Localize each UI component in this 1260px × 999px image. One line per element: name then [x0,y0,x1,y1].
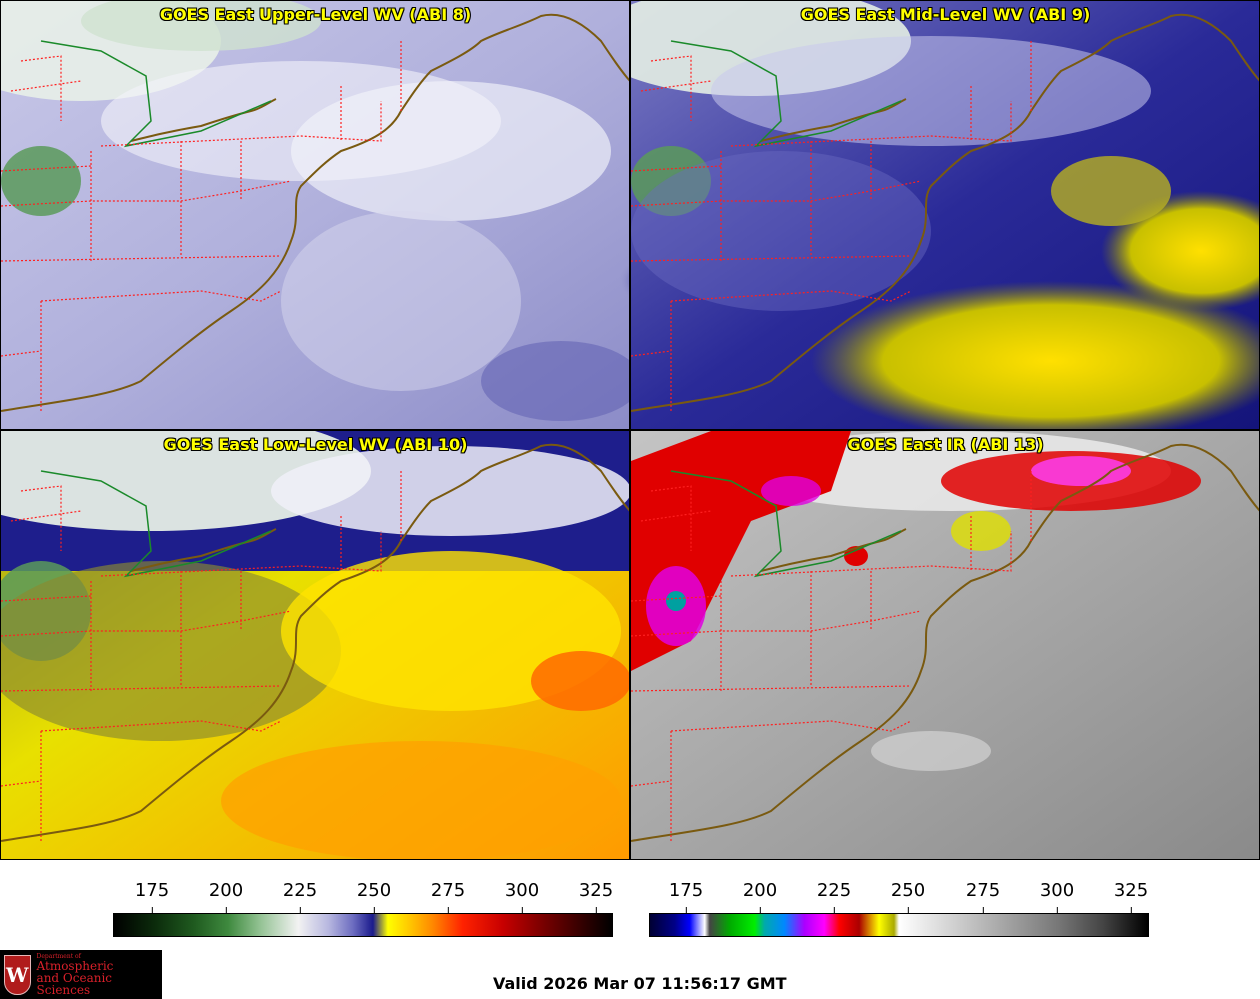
panel-ir: GOES East IR (ABI 13) [631,431,1260,859]
ir-tick: 225 [816,880,852,913]
panel-divider-horizontal [0,429,1260,431]
logo-text: Department of Atmospheric and Oceanic Sc… [36,952,162,997]
ir-tick: 300 [1039,880,1075,913]
ir-image [631,431,1260,859]
mid-level-wv-image [631,1,1260,429]
panel-title: GOES East Low-Level WV (ABI 10) [163,435,468,454]
wv-tick: 325 [578,880,614,913]
wv-colorbar-ticks: 175 200 225 250 275 300 325 [113,880,614,913]
uw-crest-icon: W [4,954,31,995]
wv-colorbar [113,913,613,937]
wv-tick: 275 [430,880,466,913]
wv-tick: 175 [134,880,170,913]
logo-line2: and Oceanic Sciences [36,970,113,997]
panel-low-level-wv: GOES East Low-Level WV (ABI 10) [1,431,630,859]
ir-tick: 175 [668,880,704,913]
logo-department: Department of [36,952,81,960]
wv-tick: 200 [208,880,244,913]
panel-title: GOES East Mid-Level WV (ABI 9) [800,5,1091,24]
wv-tick: 300 [504,880,540,913]
ir-colorbar [649,913,1149,937]
logo-line1: Atmospheric [36,958,114,973]
aos-logo: W Department of Atmospheric and Oceanic … [0,950,162,999]
ir-colorbar-ticks: 175 200 225 250 275 300 325 [649,880,1149,913]
ir-tick: 275 [965,880,1001,913]
panel-upper-level-wv: GOES East Upper-Level WV (ABI 8) [1,1,630,429]
low-level-wv-image [1,431,630,859]
panel-title: GOES East Upper-Level WV (ABI 8) [159,5,472,24]
wv-tick: 225 [282,880,318,913]
ir-tick: 200 [742,880,778,913]
wv-tick: 250 [356,880,392,913]
panel-title: GOES East IR (ABI 13) [847,435,1044,454]
upper-level-wv-image [1,1,630,429]
ir-tick: 250 [890,880,926,913]
ir-tick: 325 [1113,880,1149,913]
valid-time: Valid 2026 Mar 07 11:56:17 GMT [493,974,787,993]
panel-mid-level-wv: GOES East Mid-Level WV (ABI 9) [631,1,1260,429]
